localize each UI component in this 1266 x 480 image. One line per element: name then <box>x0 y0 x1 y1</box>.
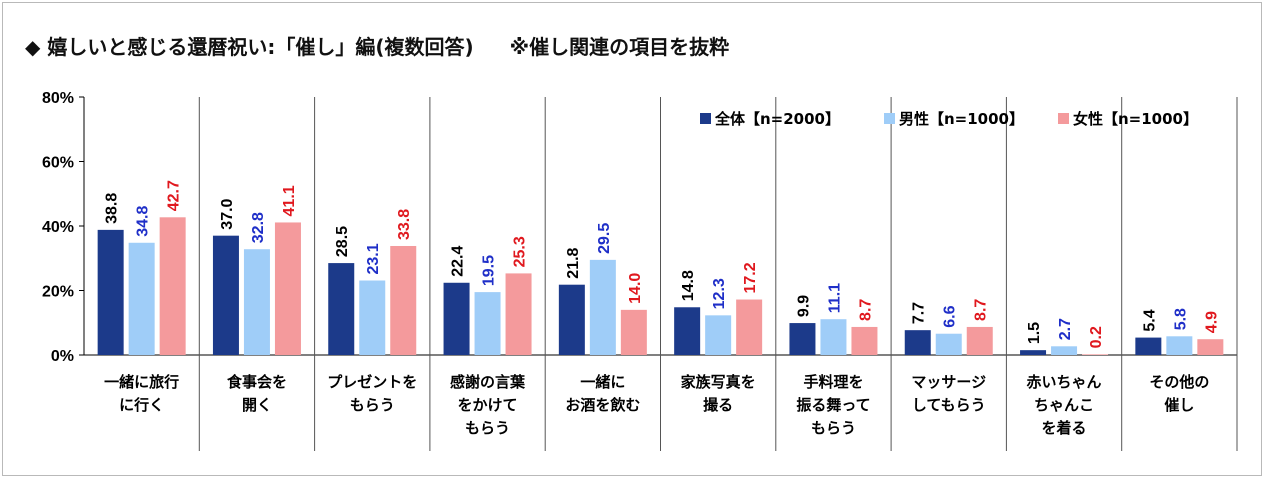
data-label: 19.5 <box>481 255 498 286</box>
y-tick-label: 0% <box>51 348 74 365</box>
data-label: 33.8 <box>396 209 413 240</box>
data-label: 12.3 <box>711 278 728 309</box>
bar <box>443 282 470 355</box>
category-label: もらう <box>465 419 510 437</box>
category-label: に行く <box>119 396 164 414</box>
data-label: 4.9 <box>1203 311 1220 333</box>
y-tick-label: 40% <box>42 219 74 236</box>
data-label: 25.3 <box>512 236 529 267</box>
legend-swatch <box>700 113 711 124</box>
data-label: 8.7 <box>973 299 990 321</box>
data-label: 23.1 <box>365 243 382 274</box>
chart-title: ◆ 嬉しいと感じる還暦祝い:「催し」編(複数回答) ※催し関連の項目を抜粋 <box>25 31 729 60</box>
data-label: 28.5 <box>334 226 351 257</box>
category-label: 撮る <box>703 396 733 414</box>
bar <box>736 299 763 355</box>
bar <box>212 235 239 355</box>
category-label: もらう <box>350 396 395 414</box>
bar <box>243 249 270 355</box>
data-label: 6.6 <box>942 305 959 327</box>
bar <box>1020 350 1047 355</box>
bar <box>1082 354 1109 355</box>
data-label: 22.4 <box>450 246 467 277</box>
y-tick-label: 20% <box>42 284 74 301</box>
bar <box>705 315 732 355</box>
legend-swatch <box>884 113 895 124</box>
data-label: 14.0 <box>627 273 644 304</box>
category-label: お酒を飲む <box>565 396 640 414</box>
bar <box>1135 337 1162 355</box>
legend-entry: 男性【n=1000】 <box>899 110 1024 128</box>
data-label: 41.1 <box>281 185 298 216</box>
data-label: 17.2 <box>742 262 759 293</box>
y-tick-label: 60% <box>42 155 74 172</box>
category-label: してもらう <box>912 396 986 414</box>
category-label: 一緒に <box>580 373 625 391</box>
category-label: 感謝の言葉 <box>450 373 526 391</box>
y-tick-label: 80% <box>42 90 74 107</box>
legend-swatch <box>1058 113 1069 124</box>
data-label: 11.1 <box>826 283 843 313</box>
bar <box>904 330 931 355</box>
category-label: をかけて <box>458 396 518 414</box>
data-label: 2.7 <box>1057 318 1074 340</box>
title-main: ◆ 嬉しいと感じる還暦祝い:「催し」編(複数回答) <box>25 35 474 59</box>
legend-entry: 女性【n=1000】 <box>1073 110 1198 128</box>
bar <box>851 326 878 355</box>
data-label: 7.7 <box>911 302 928 324</box>
bar <box>128 242 155 355</box>
category-label: もらう <box>811 419 856 437</box>
category-label: 赤いちゃん <box>1027 373 1102 391</box>
category-label: マッサージ <box>911 373 986 391</box>
bar <box>1166 336 1193 355</box>
data-label: 14.8 <box>680 270 697 301</box>
bar <box>620 309 647 355</box>
bar <box>589 259 616 355</box>
category-label: 家族写真を <box>681 373 756 391</box>
data-label: 5.8 <box>1172 308 1189 330</box>
bar <box>558 284 585 355</box>
bar <box>820 319 847 355</box>
data-label: 0.2 <box>1088 326 1105 348</box>
bar <box>97 229 124 355</box>
category-label: 食事会を <box>227 373 287 391</box>
data-label: 37.0 <box>219 198 236 229</box>
data-label: 21.8 <box>565 247 582 278</box>
bar <box>789 323 816 355</box>
bar <box>390 245 417 355</box>
data-label: 34.8 <box>135 206 152 237</box>
category-label: プレゼントを <box>327 373 417 391</box>
legend-entry: 全体【n=2000】 <box>714 110 840 128</box>
bar <box>966 326 993 355</box>
category-label: その他の <box>1149 373 1209 391</box>
data-label: 32.8 <box>250 212 267 243</box>
data-label: 29.5 <box>596 223 613 254</box>
category-label: を着る <box>1042 419 1087 437</box>
data-label: 38.8 <box>104 193 121 224</box>
bar <box>1051 346 1078 355</box>
category-label: 一緒に旅行 <box>104 373 179 391</box>
data-label: 5.4 <box>1141 309 1158 331</box>
data-label: 42.7 <box>166 180 183 211</box>
data-label: 1.5 <box>1026 322 1043 344</box>
category-label: ちゃんこ <box>1034 396 1094 414</box>
bar <box>159 217 186 355</box>
category-label: 催し <box>1164 396 1194 414</box>
bar <box>935 333 962 355</box>
bar <box>505 273 532 355</box>
bar <box>674 307 701 355</box>
bar <box>1197 339 1224 355</box>
bar <box>328 263 355 355</box>
category-label: 振る舞って <box>796 396 870 414</box>
data-label: 8.7 <box>857 299 874 321</box>
category-label: 手料理を <box>803 373 863 391</box>
bar <box>359 280 386 355</box>
title-note: ※催し関連の項目を抜粋 <box>509 35 730 59</box>
bar <box>474 292 501 355</box>
category-label: 開く <box>242 396 272 414</box>
bar <box>274 222 301 355</box>
data-label: 9.9 <box>795 295 812 317</box>
